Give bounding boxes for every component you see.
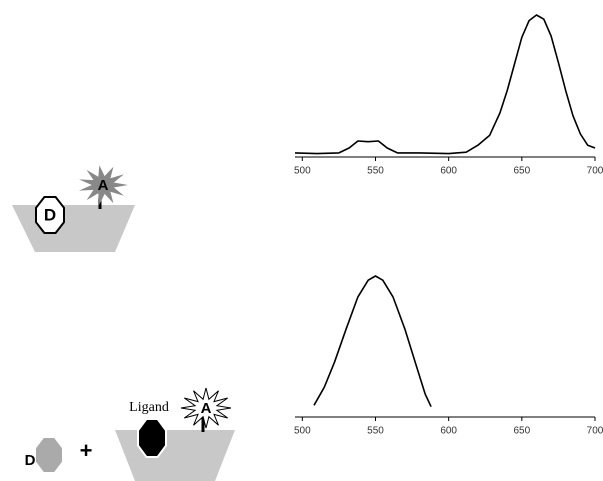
x-tick-label: 700	[587, 166, 603, 177]
x-tick-label: 600	[440, 426, 457, 437]
x-tick-label: 550	[367, 426, 384, 437]
x-tick-label: 500	[294, 166, 311, 177]
x-tick-label: 650	[513, 166, 530, 177]
bound-donor-shape	[138, 419, 166, 457]
x-tick-label: 700	[587, 426, 603, 437]
acceptor-label: A	[201, 400, 212, 417]
x-tick-label: 500	[294, 426, 311, 437]
donor-label: D	[44, 205, 56, 224]
free-donor-label: D	[25, 452, 36, 469]
x-tick-label: 550	[367, 166, 384, 177]
spectrum-line	[314, 276, 431, 407]
x-tick-label: 600	[440, 166, 457, 177]
figure: D A D + A Ligand 500 550 600 650 700 500 550 60…	[0, 0, 603, 481]
ligand-label: Ligand	[129, 400, 169, 415]
acceptor-label: A	[98, 177, 109, 194]
plus-sign: +	[80, 438, 93, 463]
x-tick-label: 650	[513, 426, 530, 437]
surface	[115, 430, 235, 481]
free-donor-shape	[36, 438, 62, 472]
spectrum-line	[295, 15, 595, 154]
surface	[12, 205, 135, 252]
